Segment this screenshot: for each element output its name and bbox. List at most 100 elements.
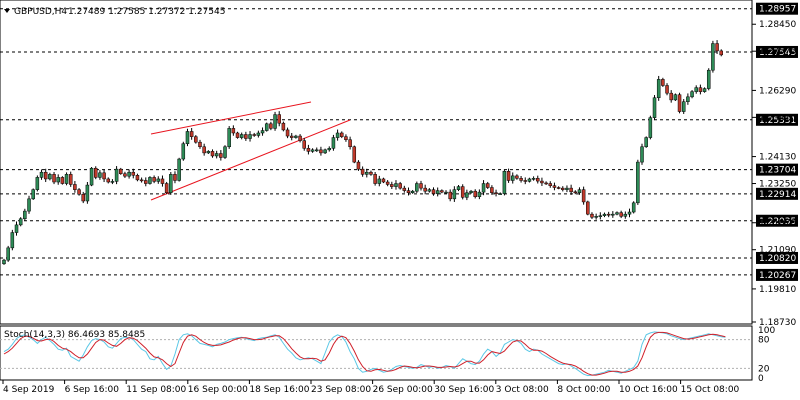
candle-body bbox=[673, 94, 678, 101]
candle-body bbox=[260, 130, 265, 134]
x-tick-label: 6 Sep 16:00 bbox=[65, 385, 120, 395]
candle-body bbox=[10, 232, 15, 249]
candle-body bbox=[631, 202, 636, 213]
x-tick-label: 15 Oct 08:00 bbox=[681, 385, 740, 395]
candle-body bbox=[448, 191, 452, 200]
candle-body bbox=[252, 134, 256, 136]
candle-body bbox=[365, 171, 369, 175]
level-label: 1.23704 bbox=[759, 166, 796, 176]
level-label: 1.28957 bbox=[759, 5, 796, 15]
candle-body bbox=[285, 129, 290, 137]
level-label-bg bbox=[756, 2, 798, 15]
candle-body bbox=[119, 168, 123, 174]
stoch-tick-label: 80 bbox=[758, 336, 770, 346]
candle-body bbox=[18, 218, 23, 226]
candle-body bbox=[598, 215, 603, 217]
chart-symbol: GBPUSD,H4 bbox=[14, 7, 67, 17]
candle-body bbox=[519, 178, 523, 181]
candle-body bbox=[506, 171, 511, 181]
candle-body bbox=[173, 174, 177, 181]
candle-body bbox=[14, 224, 19, 233]
candle-body bbox=[394, 183, 398, 187]
candle-body bbox=[460, 186, 465, 198]
candle-body bbox=[139, 179, 144, 182]
candle-body bbox=[102, 172, 106, 180]
candle-body bbox=[48, 174, 52, 180]
time-axis: 4 Sep 2019 6 Sep 16:00 11 Sep 08:00 16 Sep … bbox=[2, 380, 740, 395]
candle-body bbox=[627, 211, 632, 215]
candle-body bbox=[323, 149, 327, 154]
y-tick-label: 1.27570 bbox=[759, 47, 796, 57]
candle-body bbox=[131, 171, 136, 176]
candle-body bbox=[581, 189, 586, 203]
candle-body bbox=[473, 190, 477, 197]
candle-body bbox=[510, 175, 515, 181]
channel-lower-line bbox=[150, 119, 351, 201]
candle-body bbox=[606, 213, 611, 216]
candle-body bbox=[494, 192, 498, 194]
candle-body bbox=[410, 190, 415, 193]
price-axis: 1.28450 1.27570 1.26290 1.25410 1.24130 1.232… bbox=[752, 20, 796, 328]
channel-upper-line bbox=[150, 101, 312, 135]
candle-body bbox=[615, 212, 619, 215]
candle-body bbox=[381, 178, 386, 183]
candle-body bbox=[415, 183, 419, 192]
candle-body bbox=[127, 171, 131, 177]
candle-body bbox=[602, 213, 607, 216]
candle-body bbox=[648, 117, 653, 138]
level-label-bg bbox=[756, 187, 798, 200]
y-tick-label: 1.25410 bbox=[759, 113, 796, 123]
candle-body bbox=[477, 191, 482, 197]
candle-body bbox=[239, 134, 244, 138]
candle-body bbox=[89, 167, 94, 186]
level-label: 1.22914 bbox=[759, 190, 796, 200]
candle-body bbox=[77, 189, 81, 195]
candle-body bbox=[194, 136, 198, 143]
level-label: 1.25331 bbox=[759, 116, 796, 126]
candle-body bbox=[340, 132, 344, 137]
candle-body bbox=[269, 123, 273, 129]
dropdown-triangle-icon[interactable] bbox=[4, 9, 10, 13]
candle-body bbox=[302, 140, 306, 149]
candle-body bbox=[23, 210, 27, 220]
stoch-tick-label: 0 bbox=[758, 374, 764, 384]
stoch-indicator-label: Stoch(14,3,3) 86.4693 85.8485 bbox=[4, 330, 145, 340]
candle-body bbox=[515, 175, 519, 179]
horizontal-levels: 1.28957 1.27545 1.25331 1.23704 1.22914 1.220… bbox=[0, 2, 798, 281]
level-label: 1.20820 bbox=[759, 254, 796, 264]
candle-body bbox=[31, 189, 35, 200]
candle-body bbox=[711, 43, 715, 71]
candle-body bbox=[202, 146, 206, 154]
candle-body bbox=[452, 189, 457, 200]
candle-body bbox=[223, 146, 227, 158]
candle-body bbox=[85, 184, 90, 202]
candle-body bbox=[427, 189, 432, 192]
candle-body bbox=[148, 177, 152, 184]
candle-body bbox=[298, 135, 302, 141]
candle-body bbox=[640, 146, 644, 163]
candle-body bbox=[210, 151, 215, 157]
y-tick-label: 1.19810 bbox=[759, 285, 796, 295]
candle-body bbox=[569, 187, 573, 193]
candle-body bbox=[661, 79, 665, 86]
candle-body bbox=[652, 97, 657, 118]
candle-body bbox=[177, 158, 181, 181]
candle-body bbox=[719, 50, 723, 56]
level-label-bg bbox=[756, 45, 798, 58]
y-tick-label: 1.21970 bbox=[759, 219, 796, 229]
candle-body bbox=[694, 87, 698, 92]
candle-body bbox=[636, 161, 640, 204]
candle-body bbox=[6, 247, 10, 261]
candle-body bbox=[444, 191, 448, 194]
candle-body bbox=[669, 92, 673, 101]
candle-body bbox=[206, 151, 211, 154]
candle-body bbox=[715, 43, 719, 52]
candle-body bbox=[402, 187, 407, 191]
candle-body bbox=[577, 189, 582, 193]
candle-body bbox=[219, 153, 223, 158]
candle-body bbox=[231, 128, 236, 134]
candle-body bbox=[294, 135, 298, 138]
candle-body bbox=[419, 183, 423, 189]
level-label: 1.20267 bbox=[759, 271, 796, 281]
candle-body bbox=[656, 79, 661, 99]
